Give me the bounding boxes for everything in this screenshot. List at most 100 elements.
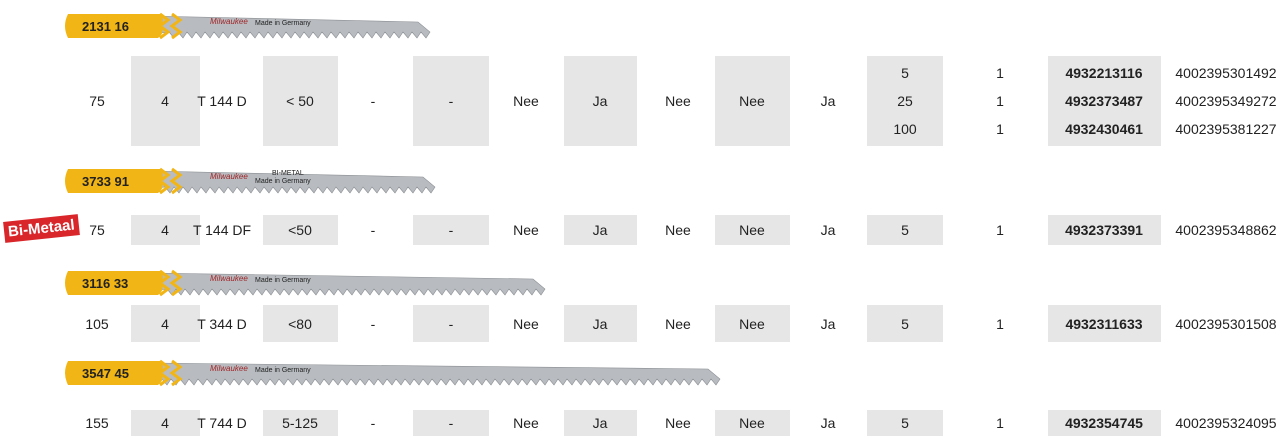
blade-text: Made in Germany [255,20,311,27]
blade: 3116 33 Milwaukee Made in Germany [65,269,546,297]
shank-wave [157,359,183,387]
cell-text: Nee [739,93,765,109]
cell-text: 5 [901,65,909,81]
blade-body [149,362,721,386]
cell-text: 155 [85,415,109,431]
cell-text: 1 [996,415,1004,431]
cell-text: 75 [89,93,105,109]
shank-wave [157,269,183,297]
blade-body [149,272,546,296]
cell-text: 4932373391 [1065,222,1143,238]
cell-text: Nee [513,315,539,332]
cell-box [867,410,943,436]
cell-text: 105 [85,315,109,332]
cell-box [563,410,637,436]
blade-code: 3733 91 [82,174,129,189]
cell-text: 4932373487 [1065,93,1143,109]
cell-box [714,56,790,146]
cell-text: < 50 [286,93,314,109]
blade-logo: Milwaukee [210,364,248,373]
blade-text: Made in Germany [255,367,311,374]
blade-logo: Milwaukee [210,274,248,283]
blade-body [149,170,436,194]
cell-box [563,305,637,342]
cell-text: 1 [996,65,1004,81]
cell-text: 1 [996,315,1004,332]
cell-text: Ja [820,222,836,238]
cell-text: T 144 DF [192,222,252,238]
cell-box [130,56,200,146]
blade-body [149,15,431,39]
cell-text: - [370,93,376,109]
blade-code: 3116 33 [82,276,128,291]
cell-box [413,410,489,436]
cell-text: - [370,222,376,238]
cell-text: Nee [739,415,765,431]
cell-text: 5-125 [282,415,318,431]
cell-box [714,215,790,245]
cell-text: - [370,415,376,431]
cell-text: Nee [665,222,691,238]
cell-text: - [448,93,454,109]
cell-box [867,215,943,245]
cell-text: 4002395301508 [1175,315,1277,332]
cell-box [413,56,489,146]
cell-box [413,215,489,245]
blade-metal: BI-METAL [272,170,304,177]
cell-text: Nee [665,415,691,431]
cell-text: 4 [161,315,169,332]
cell-text: - [448,315,454,332]
shank [65,361,163,385]
cell-box [563,56,637,146]
cell-text: Ja [592,93,608,109]
cell-text: 1 [996,222,1004,238]
cell-text: 1 [996,93,1004,109]
cell-text: <80 [288,315,312,332]
cell-box [262,410,338,436]
cell-box [867,56,943,146]
blade: 3547 45 Milwaukee Made in Germany [65,359,721,387]
cell-text: Nee [513,93,539,109]
blade-code: 2131 16 [82,19,129,34]
cell-text: T 144 D [197,93,247,109]
blade-logo: Milwaukee [210,172,248,181]
cell-box [262,305,338,342]
cell-text: Nee [739,315,765,332]
cell-text: 4 [161,222,169,238]
cell-text: Ja [592,222,608,238]
cell-text: Nee [665,315,691,332]
cell-text: 4002395349272 [1175,93,1277,109]
cell-text: 4932213116 [1065,65,1143,81]
cell-box [867,305,943,342]
cell-text: 4932430461 [1065,121,1143,137]
cell-text: 4 [161,93,169,109]
cell-box [1047,410,1161,436]
cell-box [262,215,338,245]
cell-text: 5 [901,415,909,431]
cell-text: Ja [820,415,836,431]
cell-box [714,305,790,342]
cell-text: 1 [996,121,1004,137]
cell-box [1047,305,1161,342]
cell-text: 4932354745 [1065,415,1143,431]
cell-text: Nee [513,222,539,238]
cell-text: 4002395301492 [1175,65,1277,81]
cell-text: T 344 D [197,315,247,332]
cell-text: 5 [901,222,909,238]
cell-text: <50 [288,222,312,238]
cell-text: Nee [513,415,539,431]
cell-text: T 744 D [197,415,247,431]
blade: 2131 16 Milwaukee Made in Germany [65,12,431,40]
blade-logo: Milwaukee [210,17,248,26]
cell-text: 4002395348862 [1175,222,1277,238]
cell-text: 100 [893,121,917,137]
cell-box [262,56,338,146]
blade-code: 3547 45 [82,366,129,381]
blade-text: Made in Germany [255,277,311,284]
cell-text: 75 [89,222,105,238]
cell-box [563,215,637,245]
shank [65,271,163,295]
cell-box [130,305,200,342]
